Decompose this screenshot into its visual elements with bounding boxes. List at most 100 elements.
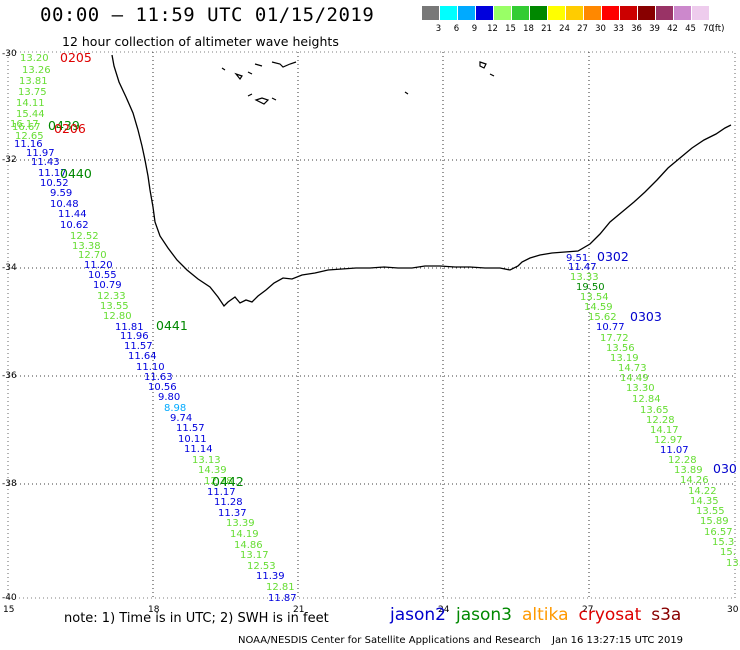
swh-reading: 9.74 <box>170 413 192 424</box>
swh-reading: 10.77 <box>596 322 625 333</box>
pass-time-label: 0442 <box>212 474 244 489</box>
swh-reading: 12.28 <box>668 455 697 466</box>
swh-reading: 10.62 <box>60 220 89 231</box>
scale-swatch <box>656 6 673 20</box>
swh-reading: 12.78 <box>204 476 233 487</box>
swh-reading: 13.38 <box>72 241 101 252</box>
swh-reading: 13.81 <box>19 76 48 87</box>
swh-reading: 11.17 <box>207 487 236 498</box>
track-east: 9.5111.4713.3319.5013.5414.5915.6210.771… <box>566 253 740 569</box>
scale-swatch <box>584 6 601 20</box>
legend-item-s3a: s3a <box>651 605 682 625</box>
swh-reading: 11.63 <box>144 372 173 383</box>
swh-reading: 14.26 <box>680 475 709 486</box>
swh-reading: 11.20 <box>84 260 113 271</box>
swh-reading: 12.52 <box>70 231 99 242</box>
scale-label: 36 <box>631 24 642 34</box>
satellite-legend: jason2 jason3 altika cryosat s3a <box>390 605 691 625</box>
scale-label: 45 <box>685 24 696 34</box>
note-text: note: 1) Time is in UTC; 2) SWH is in fe… <box>64 611 329 626</box>
swh-reading: 10.79 <box>93 280 122 291</box>
scale-label: 30 <box>595 24 606 34</box>
swh-reading: 10.11 <box>178 434 207 445</box>
swh-reading: 10.48 <box>50 199 79 210</box>
pass-time-label: 0303 <box>630 309 662 324</box>
scale-label: 70 <box>703 24 714 34</box>
swh-reading: 13.39 <box>226 518 255 529</box>
latitude-label: -30 <box>2 49 17 59</box>
swh-reading: 13.30 <box>626 383 655 394</box>
swh-reading: 13.17 <box>240 550 269 561</box>
scale-label: 9 <box>471 24 478 34</box>
map-title: 00:00 – 11:59 UTC 01/15/2019 <box>40 4 375 26</box>
swh-reading: 13. <box>726 558 740 569</box>
latitude-labels: -30 -32 -34 -36 -38 -40 <box>2 49 17 603</box>
swh-reading: 11.17 <box>38 168 67 179</box>
coastline-islands <box>221 61 495 105</box>
swh-reading: 9.80 <box>158 392 180 403</box>
scale-swatch <box>566 6 583 20</box>
scale-label: 42 <box>667 24 678 34</box>
swh-reading: 8.98 <box>164 403 186 414</box>
swh-reading: 12.65 <box>15 131 44 142</box>
swh-reading: 13.65 <box>640 405 669 416</box>
swh-reading: 14.86 <box>234 540 263 551</box>
swh-reading: 11.81 <box>115 322 144 333</box>
swh-reading: 11.16 <box>14 139 43 150</box>
swh-reading: 10.52 <box>40 178 69 189</box>
swh-reading: 12.53 <box>247 561 276 572</box>
swh-reading: 11.96 <box>120 331 149 342</box>
swh-reading: 14.39 <box>198 465 227 476</box>
swh-reading: 12.33 <box>97 291 126 302</box>
swh-reading: 13.55 <box>696 506 725 517</box>
longitude-label: 21 <box>293 605 304 615</box>
timestamp-text: Jan 16 13:27:15 UTC 2019 <box>552 635 684 646</box>
swh-reading: 13.89 <box>674 465 703 476</box>
swh-reading: 12.80 <box>103 311 132 322</box>
swh-reading: 14.19 <box>230 529 259 540</box>
scale-swatch <box>476 6 493 20</box>
legend-item-altika: altika <box>522 605 569 625</box>
longitude-label: 24 <box>438 605 450 615</box>
longitude-label: 18 <box>148 605 160 615</box>
swh-reading: 15.3 <box>712 537 734 548</box>
scale-swatch <box>458 6 475 20</box>
latitude-label: -38 <box>2 479 17 489</box>
scale-swatch <box>440 6 457 20</box>
swh-reading: 14.22 <box>688 486 717 497</box>
legend-item-cryosat: cryosat <box>578 605 642 625</box>
legend-item-jason3: jason3 <box>456 605 512 625</box>
swh-reading: 11.28 <box>214 497 243 508</box>
swh-reading: 11.10 <box>136 362 165 373</box>
swh-reading: 15.44 <box>16 109 45 120</box>
coastline <box>111 54 732 308</box>
latitude-label: -40 <box>2 593 17 603</box>
scale-swatch <box>620 6 637 20</box>
swh-reading: 9.59 <box>50 188 72 199</box>
swh-reading: 14.49 <box>620 373 649 384</box>
scale-swatch <box>602 6 619 20</box>
swh-reading: 11.37 <box>218 508 247 519</box>
pass-time-label: 0439 <box>48 118 80 133</box>
swh-reading: 14.73 <box>618 363 647 374</box>
swh-reading: 11.47 <box>568 262 597 273</box>
scale-label: 21 <box>541 24 552 34</box>
pass-time-label: 0302 <box>597 249 629 264</box>
swh-reading: 13.20 <box>20 53 49 64</box>
latitude-label: -32 <box>2 155 17 165</box>
scale-label: 6 <box>453 24 460 34</box>
scale-label: 27 <box>577 24 588 34</box>
swh-reading: 13.26 <box>22 65 51 76</box>
swh-reading: 13.13 <box>192 455 221 466</box>
scale-label: 18 <box>523 24 534 34</box>
swh-reading: 15.89 <box>700 516 729 527</box>
credit-text: NOAA/NESDIS Center for Satellite Applica… <box>238 635 541 646</box>
swh-reading: 16.57 <box>704 527 733 538</box>
scale-label: 33 <box>613 24 624 34</box>
scale-swatch <box>512 6 529 20</box>
swh-reading: 13.55 <box>100 301 129 312</box>
scale-swatch <box>422 6 439 20</box>
scale-swatch <box>548 6 565 20</box>
scale-label: 15 <box>505 24 516 34</box>
